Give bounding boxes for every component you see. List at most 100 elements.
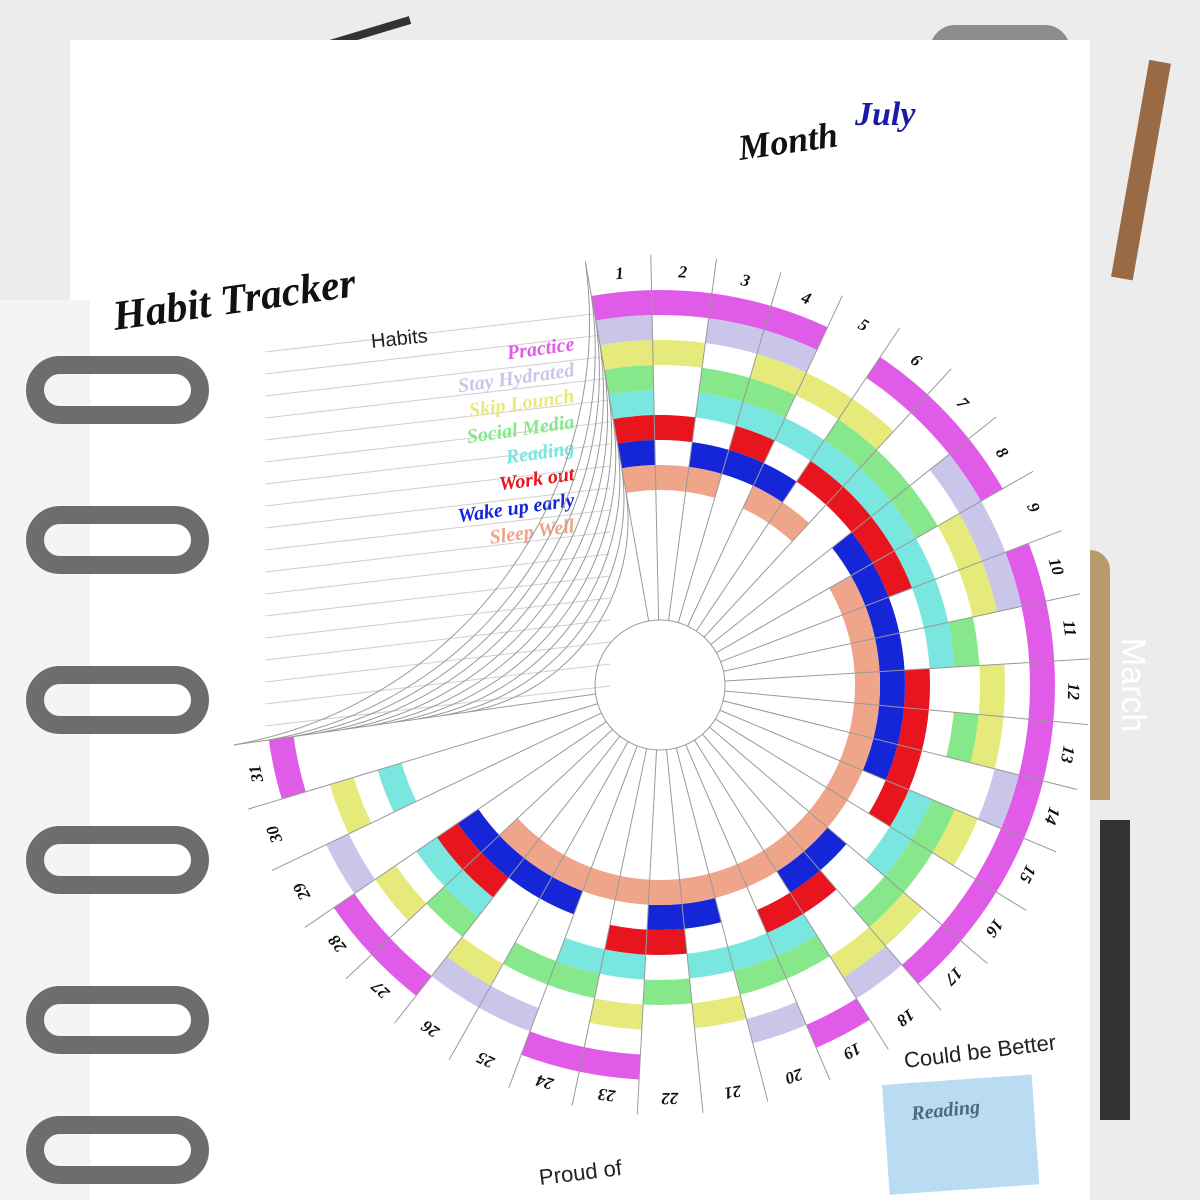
- tab-label: February: [1037, 347, 1075, 483]
- habit-cell: [687, 946, 734, 979]
- spoke: [723, 593, 1081, 672]
- ruled-line: [264, 333, 611, 375]
- spoke: [702, 733, 942, 1011]
- ruled-line: [264, 487, 611, 529]
- habit-cell: [937, 513, 983, 571]
- habit-cell: [842, 606, 875, 644]
- binder-ring: [26, 1116, 209, 1184]
- habit-cell: [977, 768, 1019, 829]
- spoke: [394, 735, 621, 1024]
- habit-cell: [849, 702, 880, 739]
- spoke: [675, 747, 769, 1102]
- habit-cell: [604, 924, 648, 955]
- spoke: [715, 718, 1027, 911]
- ruled-line: [264, 641, 611, 683]
- habit-cell: [688, 442, 729, 474]
- habit-cell: [774, 417, 825, 461]
- habit-cell: [462, 852, 509, 898]
- habit-cell: [894, 538, 936, 589]
- habit-cell: [426, 886, 478, 937]
- habit-cell: [375, 865, 427, 921]
- habit-cell: [431, 956, 491, 1008]
- binder-ring: [26, 506, 209, 574]
- habit-cell: [705, 318, 764, 354]
- habit-cell: [446, 936, 504, 986]
- day-number: 21: [723, 1081, 744, 1103]
- habit-cell: [654, 415, 696, 443]
- ruled-line: [264, 443, 611, 485]
- spoke: [722, 700, 1078, 790]
- day-number: 2: [677, 262, 688, 282]
- habit-cell: [776, 851, 821, 893]
- habit-cell: [829, 927, 886, 978]
- habit-cell: [949, 438, 1003, 502]
- habit-cell: [708, 293, 772, 330]
- habit-cell: [776, 934, 830, 979]
- habit-cell: [831, 532, 873, 576]
- habit-cell: [865, 597, 900, 639]
- habit-cell: [679, 873, 716, 904]
- spoke: [719, 709, 1057, 853]
- habit-cell: [854, 671, 880, 706]
- habit-cell: [872, 550, 913, 598]
- habit-cell: [929, 454, 982, 514]
- habit-cell: [613, 415, 655, 444]
- habit-cell: [850, 638, 880, 674]
- habit-cell: [838, 398, 894, 450]
- habit-cell: [873, 705, 904, 745]
- habit-cell: [941, 878, 997, 941]
- binder-ring: [26, 666, 209, 734]
- habit-cell: [556, 937, 605, 974]
- habit-cell: [910, 394, 969, 455]
- habit-cell: [685, 466, 722, 498]
- day-number: 1: [614, 264, 624, 284]
- habit-cell: [885, 744, 922, 790]
- ruled-line: [264, 597, 611, 639]
- spoke: [677, 272, 782, 623]
- habit-cell: [803, 827, 847, 871]
- habit-cell: [655, 465, 689, 492]
- habit-cell: [756, 329, 817, 373]
- habit-cell: [621, 465, 656, 493]
- spoke: [709, 726, 988, 964]
- habit-cell: [524, 838, 565, 877]
- habit-cell: [333, 893, 390, 955]
- tab-next[interactable]: [1100, 820, 1130, 1120]
- habit-cell: [416, 837, 463, 887]
- habit-cell: [825, 486, 872, 533]
- habit-cell: [763, 832, 804, 872]
- habit-cell: [749, 353, 807, 396]
- spoke: [508, 745, 638, 1088]
- habit-cell: [721, 449, 764, 486]
- habit-cell: [742, 485, 783, 524]
- habit-cell: [796, 460, 843, 505]
- binder-ring: [26, 826, 209, 894]
- habit-cell: [901, 924, 961, 984]
- circular-tracker: 1 2 34567891011121314151617181920212223242…: [234, 255, 1090, 1115]
- habit-cell: [735, 401, 786, 441]
- day-number: 22: [661, 1089, 680, 1108]
- paper: [70, 40, 1090, 1200]
- habit-cell: [978, 664, 1006, 717]
- month-value: July: [854, 96, 916, 133]
- habit-cell: [582, 867, 621, 901]
- spoke: [710, 416, 997, 645]
- habit-cell: [959, 501, 1006, 562]
- spoke: [666, 749, 704, 1113]
- ruled-line: [264, 553, 611, 595]
- spoke: [234, 693, 596, 746]
- habit-cell: [727, 932, 777, 971]
- habit-cell: [865, 826, 912, 877]
- habit-cell: [371, 937, 432, 996]
- habit-cell: [444, 869, 494, 918]
- habit-cell: [806, 998, 870, 1048]
- ruled-line: [264, 377, 611, 419]
- habit-cell: [810, 440, 860, 487]
- habit-cell: [737, 850, 777, 888]
- day-number: 3: [738, 270, 752, 291]
- habit-cell: [651, 290, 712, 319]
- day-number: 13: [1057, 745, 1079, 765]
- habit-cell: [879, 670, 905, 708]
- day-number: 12: [1064, 683, 1083, 701]
